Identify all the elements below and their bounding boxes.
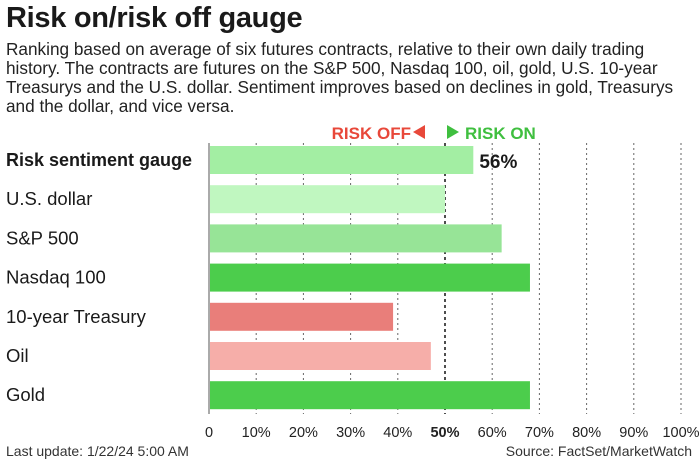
bar <box>210 146 474 174</box>
x-tick-label: 40% <box>383 425 412 441</box>
x-tick-label: 0 <box>205 425 213 441</box>
source-label: Source: FactSet/MarketWatch <box>505 443 692 459</box>
bar <box>210 224 502 253</box>
bar <box>210 302 394 331</box>
chart-subtitle: Ranking based on average of six futures … <box>6 39 674 116</box>
x-tick-label: 60% <box>478 425 507 441</box>
category-label: S&P 500 <box>6 227 79 248</box>
data-label: 56% <box>479 152 517 173</box>
arrow-right-icon <box>447 125 459 139</box>
category-label: U.S. dollar <box>6 188 92 209</box>
x-tick-label: 30% <box>336 425 365 441</box>
category-label: Nasdaq 100 <box>6 267 106 288</box>
x-tick-label: 70% <box>525 425 554 441</box>
category-label: Risk sentiment gauge <box>6 150 192 170</box>
x-tick-label: 20% <box>289 425 318 441</box>
risk-on-label: RISK ON <box>465 124 536 143</box>
risk-off-label: RISK OFF <box>332 124 411 143</box>
category-label: Oil <box>6 345 29 366</box>
bar <box>210 342 431 370</box>
x-tick-label: 80% <box>572 425 601 441</box>
bar <box>210 263 530 292</box>
x-tick-label: 10% <box>242 425 271 441</box>
last-update-label: Last update: 1/22/24 5:00 AM <box>6 443 189 459</box>
chart-title: Risk on/risk off gauge <box>6 2 303 34</box>
x-tick-label: 100% <box>662 425 699 441</box>
bar <box>210 185 445 214</box>
category-label: Gold <box>6 384 45 405</box>
x-tick-label: 90% <box>619 425 648 441</box>
bar <box>210 381 530 410</box>
category-label: 10-year Treasury <box>6 306 147 327</box>
arrow-left-icon <box>413 125 425 139</box>
x-tick-label: 50% <box>430 425 459 441</box>
